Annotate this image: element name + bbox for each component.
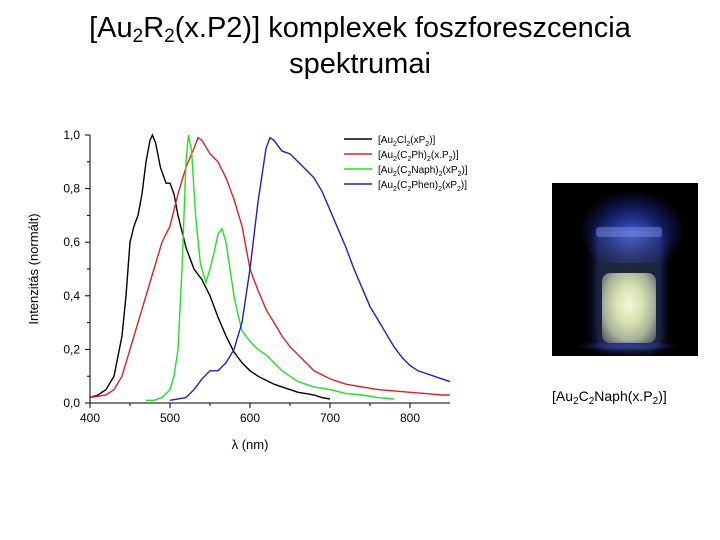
y-tick-label-0: 0,0: [63, 396, 80, 410]
series-layer: [89, 133, 451, 401]
legend: [Au2Cl2(xP2)] [Au2(C2Ph)2(x.P2)] [Au2(C2Na…: [344, 135, 468, 193]
photo-vial-cap: [596, 227, 662, 237]
axes-layer: 400 500 600 700 800 0,0 0,2 0,4 0,6 0,8 1,0 λ (nm) I…: [26, 128, 450, 452]
y-tick-label-1: 0,2: [63, 342, 80, 356]
phosphorescence-chart: 400 500 600 700 800 0,0 0,2 0,4 0,6 0,8 1,0 λ (nm) I…: [26, 128, 468, 452]
photo-caption: [Au2C2Naph(x.P2)]: [552, 388, 667, 407]
photo-vial-base: [572, 341, 682, 351]
photo-luminescent-powder: [602, 273, 656, 343]
y-tick-label-4: 0,8: [63, 182, 80, 196]
slide-title: [Au2R2(x.P2)] komplexek foszforeszcencia…: [0, 10, 720, 82]
series-line-0: [89, 133, 331, 400]
series-line-2: [146, 134, 395, 401]
x-tick-label-2: 600: [240, 411, 260, 425]
vial-photo: [552, 183, 698, 356]
y-tick-label-5: 1,0: [63, 128, 80, 142]
x-tick-label-1: 500: [160, 411, 180, 425]
x-tick-label-3: 700: [320, 411, 340, 425]
legend-entry-1: [Au2(C2Ph)2(x.P2)]: [378, 150, 459, 163]
x-axis-label: λ (nm): [232, 437, 269, 452]
series-line-1: [89, 136, 450, 399]
y-axis-label: Intenzitás (normált): [26, 213, 41, 324]
series-line-3: [169, 136, 451, 401]
x-tick-label-4: 800: [400, 411, 420, 425]
y-tick-label-2: 0,4: [63, 289, 80, 303]
legend-entry-0: [Au2Cl2(xP2)]: [378, 135, 436, 148]
legend-entry-2: [Au2(C2Naph)2(xP2)]: [378, 165, 468, 178]
x-tick-label-0: 400: [80, 411, 100, 425]
y-tick-label-3: 0,6: [63, 235, 80, 249]
title-line-1: [Au2R2(x.P2)] komplexek foszforeszcencia: [89, 12, 631, 47]
title-line-2: spektrumai: [289, 48, 431, 80]
legend-entry-3: [Au2(C2Phen)2(xP2)]: [378, 180, 467, 193]
